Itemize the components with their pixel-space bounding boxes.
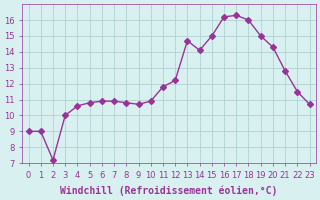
X-axis label: Windchill (Refroidissement éolien,°C): Windchill (Refroidissement éolien,°C): [60, 185, 278, 196]
